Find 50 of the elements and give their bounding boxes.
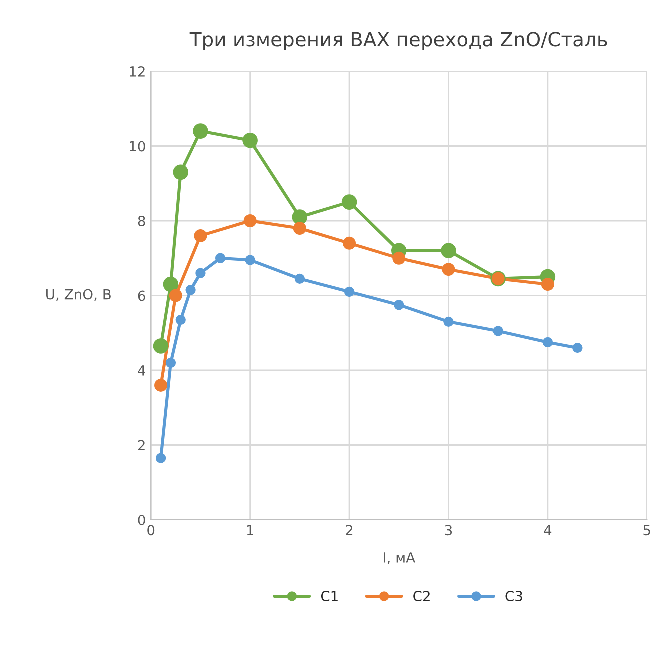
point bbox=[176, 314, 186, 326]
x-tick-label: 3 bbox=[445, 525, 452, 536]
point bbox=[394, 300, 404, 310]
point bbox=[293, 222, 306, 235]
chart-title: Три измерения ВАХ перехода ZnO/Сталь bbox=[190, 32, 608, 51]
point bbox=[442, 263, 456, 276]
x-tick-label: 5 bbox=[644, 525, 650, 536]
y-tick-label: 6 bbox=[138, 290, 146, 302]
point bbox=[186, 285, 196, 296]
y-tick-label: 0 bbox=[138, 514, 146, 526]
point bbox=[242, 133, 258, 148]
y-tick-label: 2 bbox=[138, 440, 145, 451]
y-tick-label: 12 bbox=[130, 66, 145, 77]
point bbox=[163, 276, 179, 292]
point bbox=[493, 326, 504, 336]
x-tick-label: 4 bbox=[544, 525, 552, 536]
point bbox=[245, 255, 256, 266]
point bbox=[196, 268, 206, 278]
point bbox=[294, 274, 306, 284]
point bbox=[169, 289, 182, 302]
point bbox=[153, 338, 169, 354]
y-tick-label: 10 bbox=[130, 141, 146, 152]
x-axis-title: I, мА bbox=[384, 552, 416, 564]
point bbox=[392, 252, 406, 265]
point bbox=[572, 342, 583, 354]
legend-label: C1 bbox=[321, 591, 338, 602]
point bbox=[542, 337, 554, 348]
point bbox=[343, 236, 356, 250]
point bbox=[344, 286, 355, 298]
y-tick-label: 8 bbox=[138, 216, 146, 226]
legend-label: C3 bbox=[506, 591, 522, 602]
point bbox=[156, 453, 166, 464]
point bbox=[193, 124, 208, 139]
point bbox=[166, 358, 176, 368]
point bbox=[173, 164, 189, 180]
y-tick-label: 4 bbox=[138, 366, 146, 376]
point bbox=[154, 378, 168, 392]
point bbox=[441, 243, 456, 259]
point bbox=[541, 278, 554, 292]
x-tick-label: 2 bbox=[346, 525, 353, 536]
y-axis-title: U, ZnO, В bbox=[46, 289, 111, 302]
x-tick-label: 1 bbox=[247, 525, 254, 536]
point bbox=[292, 210, 308, 225]
point bbox=[215, 253, 226, 264]
point bbox=[194, 229, 208, 242]
legend-label: C2 bbox=[414, 591, 430, 602]
x-tick-label: 0 bbox=[148, 525, 155, 536]
point bbox=[342, 194, 358, 210]
point bbox=[444, 316, 454, 327]
point bbox=[244, 214, 257, 228]
